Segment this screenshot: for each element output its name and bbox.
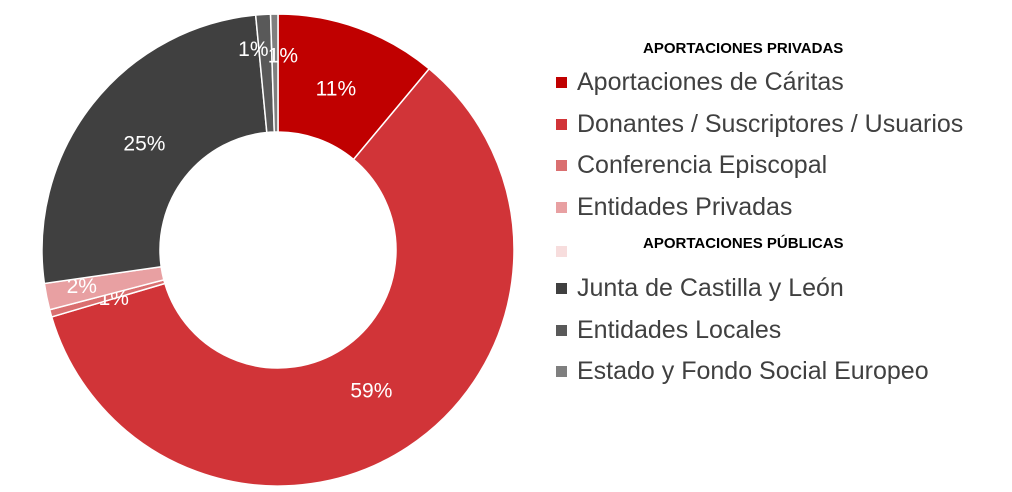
legend-swatch-5	[556, 283, 567, 295]
legend-item-4: APORTACIONES PÚBLICAS	[556, 228, 1006, 268]
legend-item-0: Aportaciones de Cáritas	[556, 62, 1006, 104]
legend-label-0: Aportaciones de Cáritas	[577, 68, 844, 97]
legend-item-1: Donantes / Suscriptores / Usuarios	[556, 104, 1006, 146]
slice-label-3: 2%	[67, 275, 97, 298]
slice-label-1: 59%	[350, 380, 392, 403]
legend-item-7: Estado y Fondo Social Europeo	[556, 351, 1006, 393]
slice-label-5: 25%	[123, 132, 165, 155]
legend-swatch-7	[556, 366, 567, 378]
legend-label-6: Entidades Locales	[577, 315, 782, 344]
legend-swatch-4	[556, 246, 567, 257]
donut-chart: 11%59%1%2%25%1% 1%	[41, 13, 515, 487]
legend-label-1: Donantes / Suscriptores / Usuarios	[577, 109, 964, 138]
legend-entries: Aportaciones de Cáritas Donantes / Suscri…	[556, 62, 1006, 393]
legend-label-4: APORTACIONES PÚBLICAS	[643, 235, 844, 252]
legend-swatch-6	[556, 324, 567, 336]
legend-swatch-0	[556, 77, 567, 89]
legend-heading-privadas: APORTACIONES PRIVADAS	[643, 40, 844, 57]
legend-item-6: Entidades Locales	[556, 310, 1006, 352]
legend: APORTACIONES PRIVADAS Aportaciones de Cá…	[556, 40, 1006, 393]
legend-item-3: Entidades Privadas	[556, 187, 1006, 229]
slice-7	[269, 13, 279, 133]
legend-swatch-2	[556, 160, 567, 172]
slice-label-6: 1%	[238, 38, 268, 61]
legend-item-2: Conferencia Episcopal	[556, 145, 1006, 187]
legend-label-7: Estado y Fondo Social Europeo	[577, 357, 929, 386]
slice-label-0: 11%	[316, 78, 356, 101]
legend-label-3: Entidades Privadas	[577, 192, 793, 221]
legend-item-5: Junta de Castilla y León	[556, 268, 1006, 310]
slice-label-7: 1%	[268, 45, 298, 68]
legend-label-2: Conferencia Episcopal	[577, 151, 828, 180]
legend-heading-privadas-row: APORTACIONES PRIVADAS	[556, 40, 1006, 62]
legend-swatch-3	[556, 201, 567, 213]
slice-5	[41, 14, 268, 285]
legend-label-5: Junta de Castilla y León	[577, 274, 844, 303]
slice-1	[50, 67, 515, 487]
legend-swatch-1	[556, 118, 567, 130]
